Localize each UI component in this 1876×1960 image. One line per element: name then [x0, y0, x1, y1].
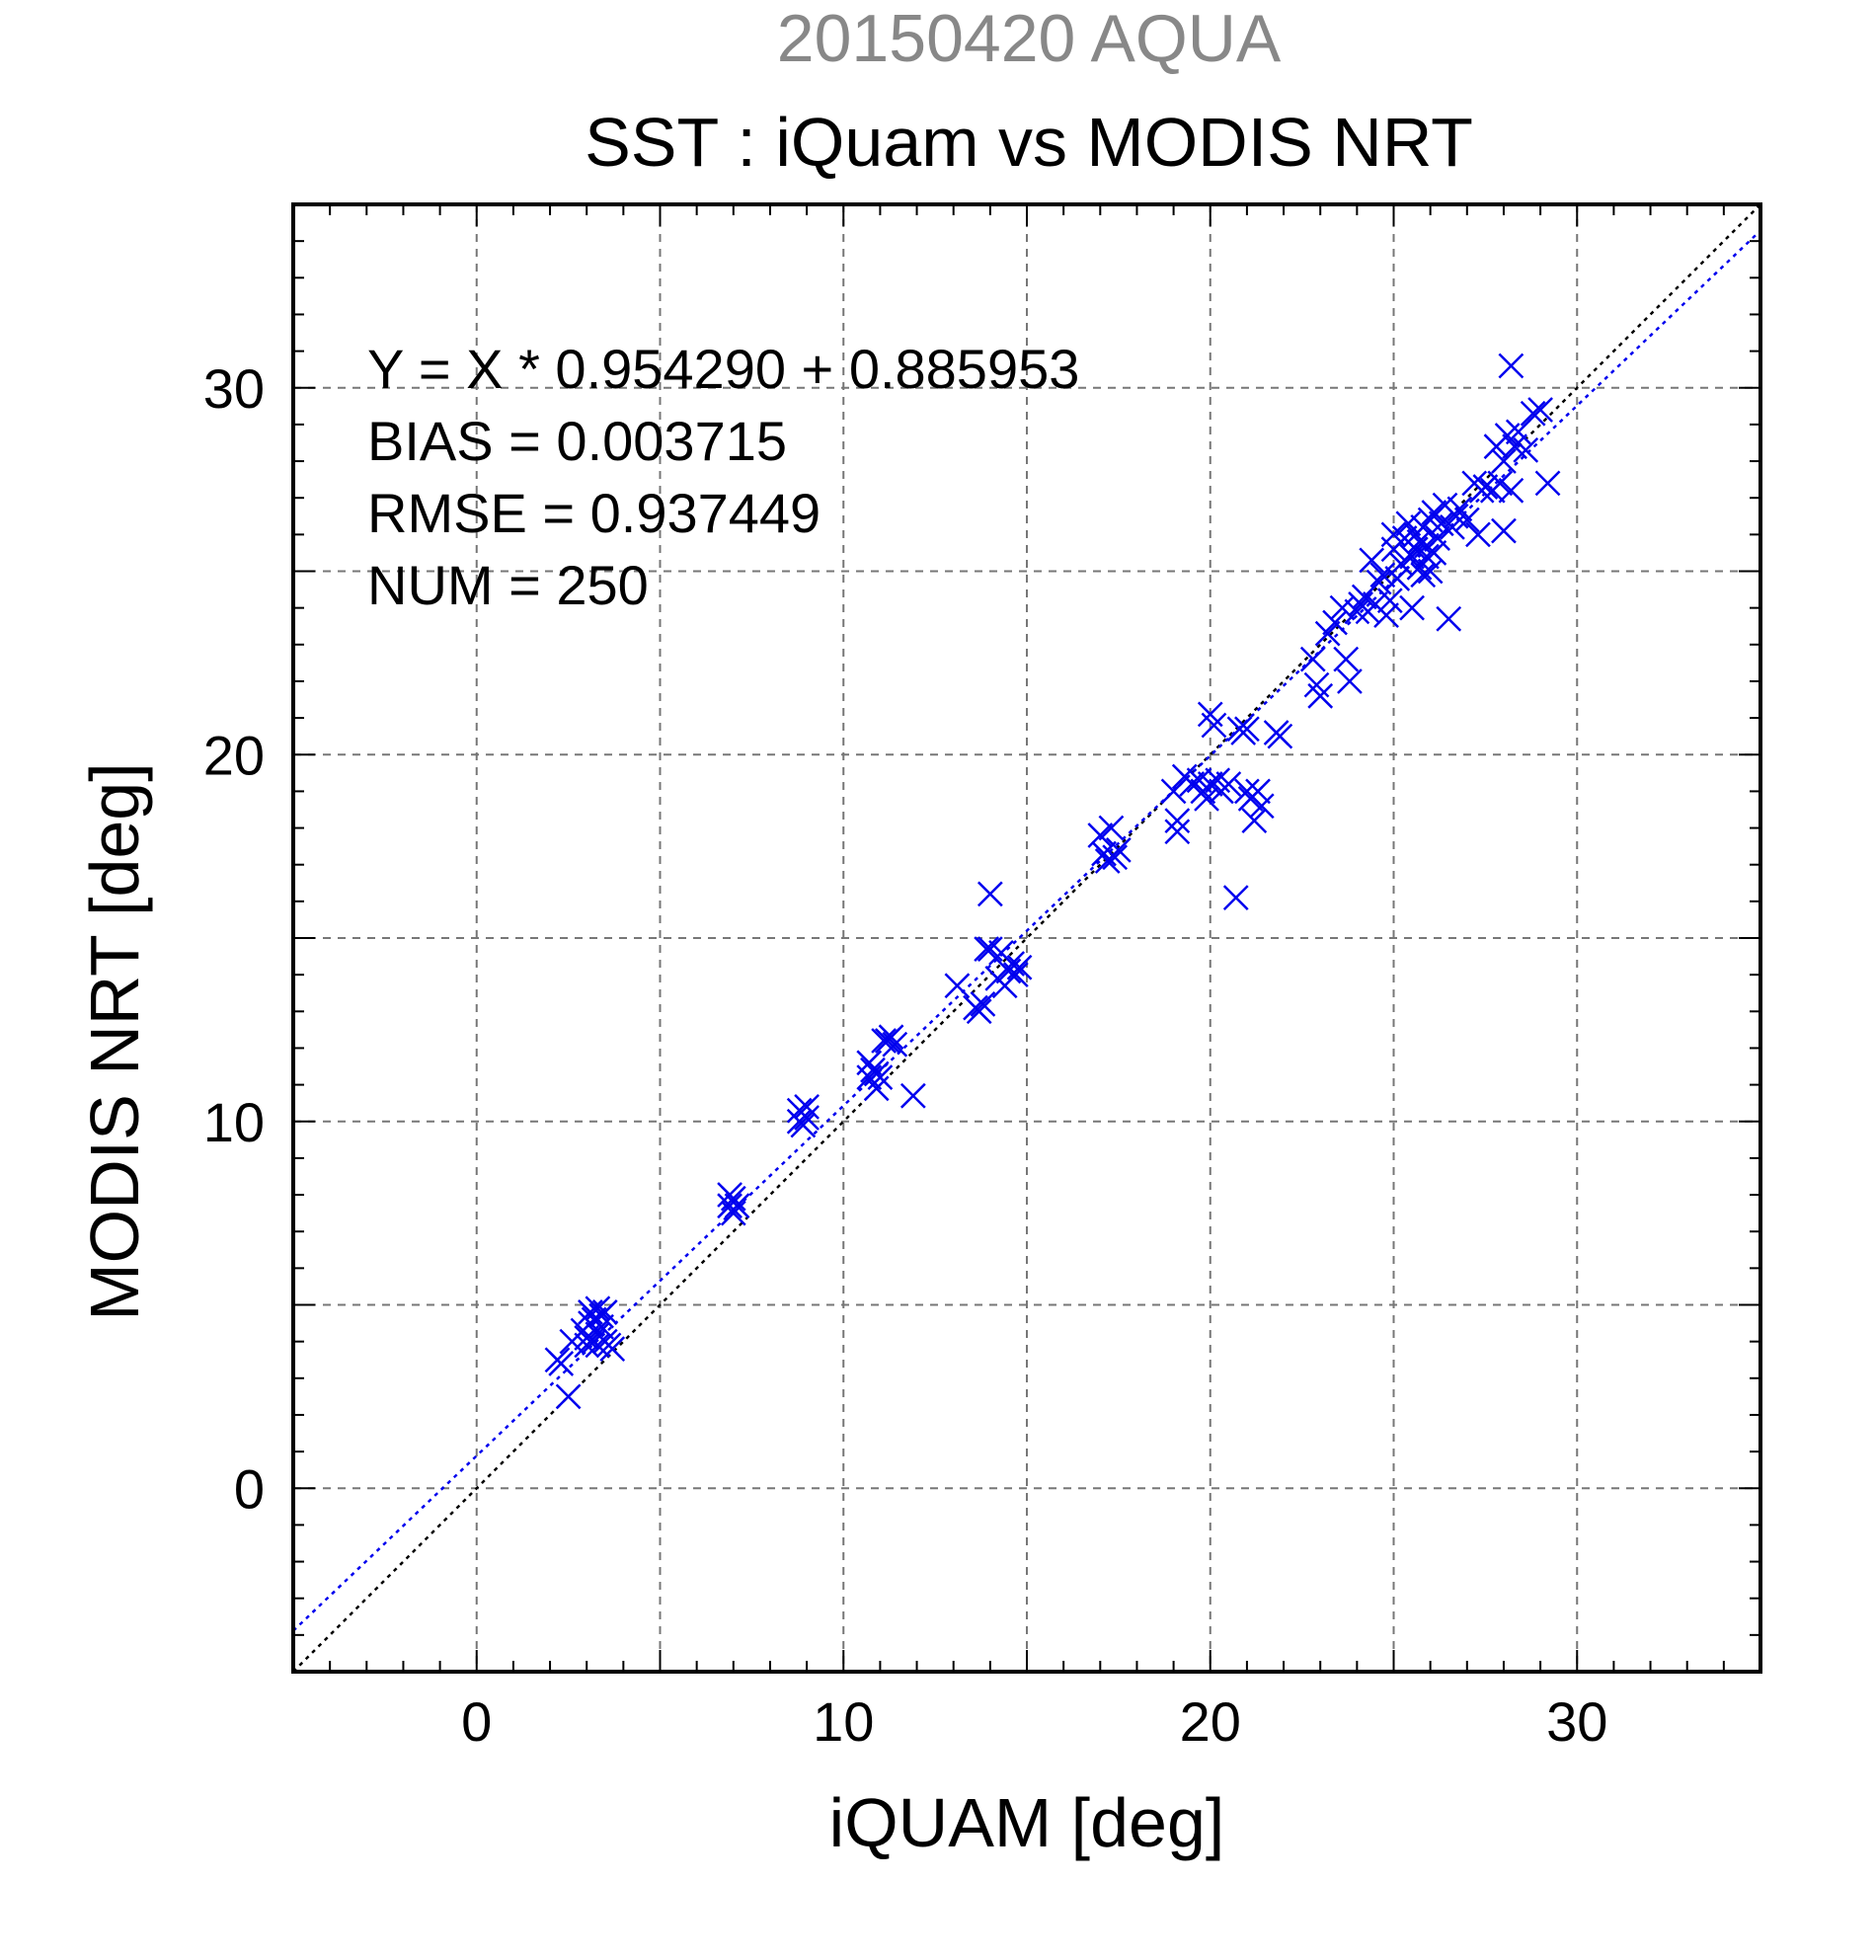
data-point — [1534, 470, 1561, 497]
data-point — [966, 998, 992, 1025]
data-point — [1505, 419, 1531, 445]
data-point — [856, 1050, 883, 1076]
data-point — [1098, 815, 1125, 841]
reference-lines — [292, 203, 1761, 1673]
data-point — [794, 1105, 820, 1131]
data-point — [724, 1193, 750, 1219]
data-point — [1241, 808, 1268, 834]
data-point — [1197, 771, 1223, 797]
data-point — [1453, 507, 1480, 533]
data-point — [977, 881, 1003, 907]
reference-line-fit — [292, 229, 1761, 1632]
data-point — [970, 990, 996, 1017]
y-tick-label: 10 — [203, 1091, 265, 1153]
stats-line-fit: Y = X * 0.954290 + 0.885953 — [367, 338, 1079, 400]
data-point — [1498, 477, 1524, 504]
data-point — [591, 1299, 618, 1325]
data-point — [882, 1031, 908, 1058]
stats-line-bias: BIAS = 0.003715 — [367, 410, 787, 472]
data-point — [1322, 609, 1348, 636]
data-point — [1369, 562, 1396, 588]
y-axis-label: MODIS NRT [deg] — [76, 762, 153, 1320]
data-point — [790, 1112, 817, 1138]
data-point — [548, 1351, 575, 1376]
data-point — [1194, 785, 1219, 812]
data-point — [1491, 448, 1517, 474]
data-point — [585, 1332, 611, 1359]
data-point — [974, 936, 1000, 963]
data-point — [1314, 620, 1341, 647]
data-point — [1513, 437, 1539, 463]
chart-title: SST : iQuam vs MODIS NRT — [585, 104, 1473, 181]
data-point — [1002, 962, 1029, 988]
data-point — [1160, 778, 1187, 805]
data-points — [544, 353, 1561, 1410]
data-point — [1472, 474, 1499, 500]
grid-lines — [293, 204, 1760, 1672]
data-point — [1215, 771, 1242, 797]
data-point — [1337, 668, 1363, 694]
data-point — [574, 1332, 600, 1359]
y-tick-label: 30 — [203, 357, 265, 420]
x-tick-label: 0 — [461, 1690, 492, 1753]
stats-line-rmse: RMSE = 0.937449 — [367, 482, 821, 544]
x-tick-label: 30 — [1546, 1690, 1607, 1753]
data-point — [1201, 712, 1227, 739]
data-point — [1520, 400, 1546, 427]
data-point — [1333, 646, 1360, 672]
data-point — [1376, 588, 1403, 614]
data-point — [1399, 594, 1425, 621]
data-point — [944, 973, 971, 999]
data-point — [1465, 521, 1491, 548]
data-point — [1267, 723, 1293, 749]
data-point — [1105, 836, 1132, 863]
data-point — [899, 1082, 926, 1109]
data-point — [1436, 605, 1462, 632]
chart-supertitle: 20150420 AQUA — [777, 1, 1282, 76]
stats-line-num: NUM = 250 — [367, 554, 649, 616]
data-point — [1491, 517, 1517, 544]
stats-annotation: Y = X * 0.954290 + 0.885953 BIAS = 0.003… — [367, 338, 1079, 616]
data-point — [1487, 470, 1514, 497]
data-point — [1414, 543, 1440, 570]
data-point — [1344, 598, 1370, 625]
data-point — [1164, 808, 1191, 834]
data-point — [555, 1383, 582, 1410]
y-tick-label: 0 — [234, 1457, 265, 1520]
data-point — [1446, 496, 1473, 522]
data-point — [1395, 510, 1422, 537]
tick-labels: 0 10 20 30 0 10 20 30 — [203, 357, 1608, 1753]
x-tick-label: 20 — [1180, 1690, 1241, 1753]
data-point — [720, 1185, 746, 1212]
x-axis-label: iQUAM [deg] — [829, 1784, 1225, 1861]
data-point — [1421, 500, 1447, 525]
data-point — [1498, 353, 1524, 379]
data-point — [1373, 602, 1399, 628]
data-point — [1234, 716, 1260, 743]
data-point — [599, 1336, 626, 1362]
data-point — [1359, 547, 1385, 574]
data-point — [1384, 566, 1411, 591]
data-point — [717, 1193, 743, 1219]
plot-frame — [291, 202, 1762, 1674]
y-tick-label: 20 — [203, 724, 265, 786]
data-point — [1307, 682, 1334, 709]
data-point — [1222, 885, 1249, 911]
data-point — [1248, 793, 1275, 820]
data-point — [878, 1024, 904, 1051]
x-tick-label: 10 — [813, 1690, 874, 1753]
data-point — [1299, 646, 1326, 672]
data-point — [1245, 778, 1271, 805]
data-point — [1164, 819, 1191, 845]
data-point — [1527, 397, 1553, 423]
data-point — [1006, 954, 1033, 980]
data-point — [1425, 525, 1450, 551]
data-point — [867, 1064, 894, 1091]
data-point — [1102, 844, 1129, 871]
data-point — [1421, 540, 1447, 566]
